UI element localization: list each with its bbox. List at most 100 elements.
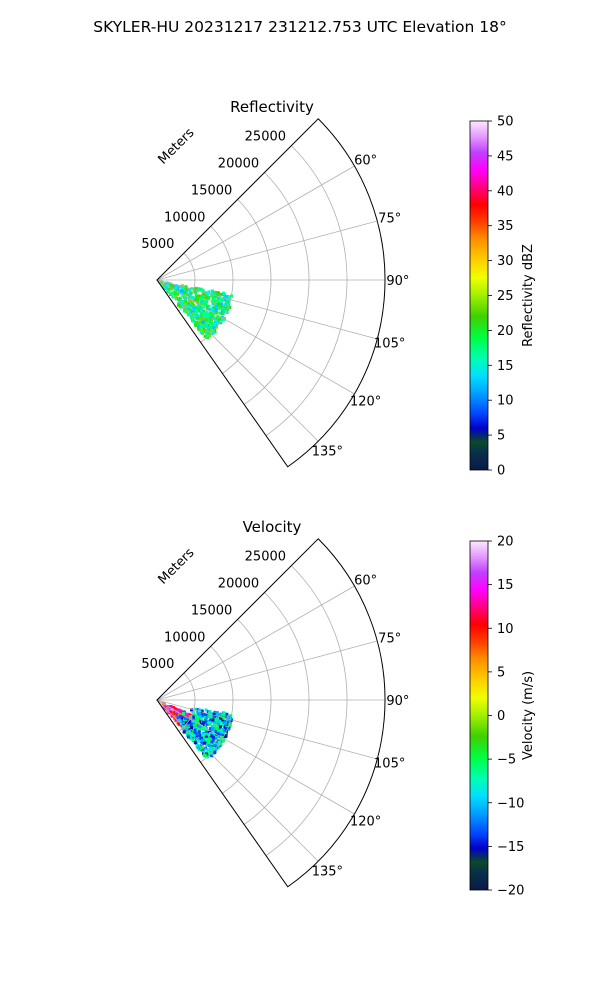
echo-cell <box>189 723 193 727</box>
echo-cell <box>212 291 216 295</box>
echo-cell <box>202 329 206 333</box>
echo-cell <box>194 291 198 295</box>
echo-cell <box>165 705 169 708</box>
echo-cell <box>199 314 203 318</box>
echo-cell <box>209 329 213 333</box>
echo-cell <box>172 284 176 288</box>
echo-cell <box>217 296 220 300</box>
echo-cell <box>207 751 211 755</box>
echo-cell <box>209 313 213 317</box>
echo-cell <box>209 318 213 322</box>
echo-cell <box>207 290 211 294</box>
echo-cell <box>209 712 213 715</box>
azimuth-spoke <box>156 279 378 340</box>
echo-cell <box>192 738 196 742</box>
echo-cell <box>187 313 190 317</box>
echo-cell <box>166 290 170 294</box>
echo-cell <box>208 715 212 719</box>
echo-cell <box>212 741 216 744</box>
echo-cell <box>209 322 213 326</box>
echo-cell <box>179 291 183 295</box>
echo-cell <box>188 734 191 737</box>
echo-cell <box>208 727 212 731</box>
echo-cell <box>184 712 188 716</box>
echo-cell <box>200 307 204 311</box>
echo-cell <box>211 738 215 742</box>
echo-cell <box>218 725 222 729</box>
echo-cell <box>193 298 197 301</box>
echo-cell <box>205 727 208 731</box>
colorbar <box>469 120 489 471</box>
echo-cell <box>196 307 200 311</box>
echo-cell <box>211 747 215 751</box>
panel-title: Reflectivity <box>230 98 314 116</box>
azimuth-tick-label: 75° <box>378 212 401 227</box>
echo-cell <box>190 302 194 306</box>
colorbar-tick-label: 5 <box>497 665 505 680</box>
echo-cell <box>190 734 193 738</box>
echo-cell <box>210 292 214 296</box>
echo-cell <box>228 306 232 309</box>
colorbar-tick-label: 35 <box>497 219 514 234</box>
echo-cell <box>191 309 195 313</box>
radial-tick-label: 10000 <box>164 630 205 645</box>
range-ring <box>243 172 310 405</box>
echo-cell <box>222 729 226 733</box>
echo-cell <box>207 733 211 737</box>
echo-cell <box>187 293 191 297</box>
echo-cell <box>193 725 196 729</box>
echo-cell <box>209 734 212 738</box>
echo-cell <box>207 296 211 299</box>
echo-cell <box>203 714 206 718</box>
echo-cell <box>182 721 186 725</box>
echo-cell <box>172 706 176 710</box>
azimuth-spoke <box>156 699 319 862</box>
echo-cell <box>212 723 216 727</box>
echo-cell <box>202 721 205 724</box>
echo-cell <box>221 723 225 727</box>
echo-cell <box>225 712 229 716</box>
echo-cell <box>220 292 224 296</box>
echo-cell <box>198 724 202 728</box>
echo-cell <box>216 731 220 734</box>
echo-cell <box>206 740 210 744</box>
echo-cell <box>195 305 199 309</box>
echo-cell <box>175 291 179 295</box>
echo-cell <box>172 714 176 718</box>
echo-cell <box>200 736 203 740</box>
echo-cell <box>185 288 189 292</box>
echo-cell <box>180 289 183 293</box>
echo-cell <box>220 718 224 722</box>
echo-cell <box>225 303 229 307</box>
echo-cell <box>198 719 202 723</box>
echo-cell <box>208 719 212 723</box>
azimuth-spoke <box>156 699 378 760</box>
azimuth-spoke <box>156 279 319 442</box>
echo-cell <box>168 705 172 709</box>
echo-cell <box>188 731 192 734</box>
echo-cell <box>216 321 220 325</box>
echo-cell <box>191 720 195 723</box>
echo-cell <box>211 720 215 724</box>
echo-cell <box>195 729 199 733</box>
echo-cell <box>184 299 187 303</box>
sector-frame <box>156 118 386 468</box>
echo-cell <box>196 736 200 740</box>
range-ring <box>178 252 196 312</box>
echo-cell <box>193 730 197 734</box>
echo-cell <box>177 297 181 301</box>
echo-cell <box>176 716 180 719</box>
radial-tick-label: 25000 <box>245 550 286 565</box>
echo-cell <box>208 334 212 338</box>
colorbar-tick-label: 45 <box>497 149 514 164</box>
azimuth-spoke <box>156 585 355 701</box>
echo-cell <box>200 298 204 301</box>
echo-cell <box>204 737 208 741</box>
echo-cell <box>159 281 163 285</box>
echo-cell <box>196 743 199 747</box>
echo-cell <box>187 308 191 312</box>
echo-cell <box>205 330 209 334</box>
echo-cell <box>222 739 225 743</box>
echo-cell <box>213 301 216 305</box>
